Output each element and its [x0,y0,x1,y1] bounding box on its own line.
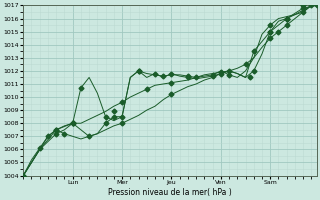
X-axis label: Pression niveau de la mer( hPa ): Pression niveau de la mer( hPa ) [108,188,232,197]
